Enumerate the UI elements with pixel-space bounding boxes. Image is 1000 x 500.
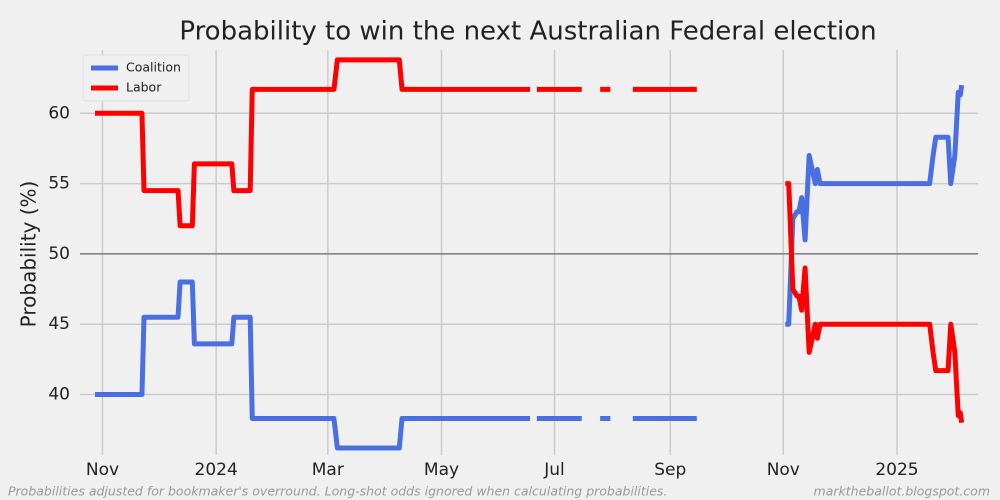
x-tick-label: 2025	[875, 460, 918, 480]
y-axis-label: Probability (%)	[17, 181, 41, 328]
x-tick-label: Sep	[654, 460, 686, 480]
series-line	[94, 84, 965, 451]
x-tick-label: Mar	[312, 460, 344, 480]
y-tick-label: 45	[48, 314, 70, 334]
footnote-left: Probabilities adjusted for bookmaker's o…	[8, 484, 667, 499]
x-tick-label: Nov	[86, 460, 119, 480]
x-tick-label: Jul	[543, 460, 565, 480]
x-tick-label: Nov	[767, 460, 800, 480]
y-tick-label: 55	[48, 174, 70, 194]
series-line	[94, 57, 965, 424]
y-tick-label: 50	[48, 244, 70, 264]
chart-title: Probability to win the next Australian F…	[179, 17, 876, 47]
x-tick-label: May	[424, 460, 459, 480]
x-tick-label: 2024	[195, 460, 238, 480]
y-tick-label: 60	[48, 103, 70, 123]
footnote-right: marktheballot.blogspot.com	[814, 484, 990, 499]
legend-label: Labor	[126, 80, 162, 95]
legend-label: Coalition	[126, 60, 181, 75]
y-tick-label: 40	[48, 385, 70, 405]
